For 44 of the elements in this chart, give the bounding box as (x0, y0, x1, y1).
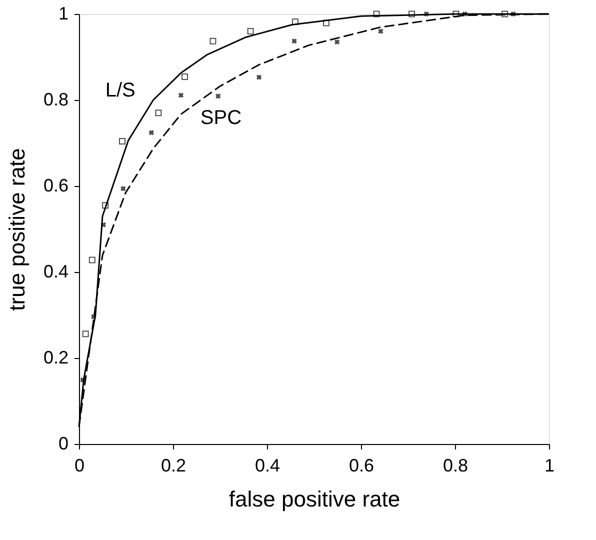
y-tick-label: 0.8 (43, 90, 68, 110)
point (119, 138, 126, 145)
point (210, 38, 216, 44)
point (452, 10, 460, 18)
y-tick-label: 1 (58, 4, 68, 24)
point (120, 186, 126, 192)
point (102, 202, 109, 209)
point (424, 11, 429, 17)
point (178, 92, 184, 98)
point (292, 38, 297, 44)
point (216, 94, 221, 99)
point (322, 20, 330, 26)
x-tick-label: 1 (544, 456, 555, 476)
point (80, 377, 86, 383)
x-tick-label: 0 (74, 456, 85, 476)
y-tick-label: 0 (58, 434, 68, 454)
point (462, 11, 468, 17)
point (502, 10, 508, 18)
point (373, 10, 380, 18)
x-tick-label: 0.2 (160, 456, 186, 476)
x-tick-label: 0.4 (254, 456, 280, 476)
y-tick-label: 0.4 (43, 262, 68, 282)
point (182, 74, 188, 80)
x-tick-label: 0.8 (442, 456, 468, 476)
x-axis-title: false positive rate (228, 486, 400, 512)
point (292, 18, 298, 25)
point (256, 74, 262, 80)
point (88, 256, 96, 264)
y-tick-label: 0.2 (43, 348, 68, 368)
point (334, 39, 340, 45)
series-label: L/S (105, 79, 136, 102)
series-label: SPC (200, 107, 242, 130)
point (148, 130, 154, 136)
point (378, 28, 384, 34)
point (510, 11, 516, 17)
point (90, 314, 96, 320)
point (155, 110, 162, 116)
x-tick-label: 0.6 (348, 456, 374, 476)
point (408, 10, 415, 18)
y-axis-title: true positive rate (4, 148, 30, 311)
y-tick-label: 0.6 (43, 176, 68, 196)
point (247, 28, 254, 34)
point (100, 222, 106, 228)
point (82, 330, 89, 338)
